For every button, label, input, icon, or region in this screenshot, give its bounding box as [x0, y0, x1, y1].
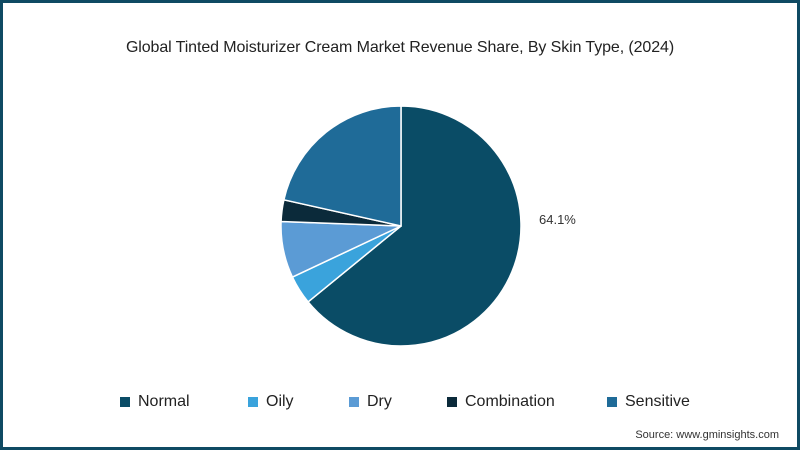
- legend-item-combination: Combination: [447, 393, 555, 411]
- legend-label: Dry: [367, 393, 392, 410]
- chart-title: Global Tinted Moisturizer Cream Market R…: [125, 39, 675, 56]
- legend-swatch-dry: [349, 397, 359, 407]
- pie-chart: [280, 105, 522, 347]
- legend-label: Oily: [266, 393, 294, 410]
- legend-item-oily: Oily: [248, 393, 294, 411]
- legend-swatch-combination: [447, 397, 457, 407]
- pie-slice-normal: [307, 105, 522, 347]
- legend-item-sensitive: Sensitive: [607, 393, 690, 411]
- legend-label: Normal: [138, 393, 190, 410]
- legend-item-normal: Normal: [120, 393, 190, 411]
- legend-swatch-normal: [120, 397, 130, 407]
- legend-item-dry: Dry: [349, 393, 392, 411]
- pie-slice-sensitive: [282, 105, 402, 227]
- legend-label: Combination: [465, 393, 555, 410]
- data-label-normal: 64.1%: [539, 212, 576, 227]
- legend-label: Sensitive: [625, 393, 690, 410]
- source-note: Source: www.gminsights.com: [635, 429, 779, 441]
- legend-swatch-oily: [248, 397, 258, 407]
- legend: Normal Oily Dry Combination Sensitive: [3, 393, 797, 415]
- legend-swatch-sensitive: [607, 397, 617, 407]
